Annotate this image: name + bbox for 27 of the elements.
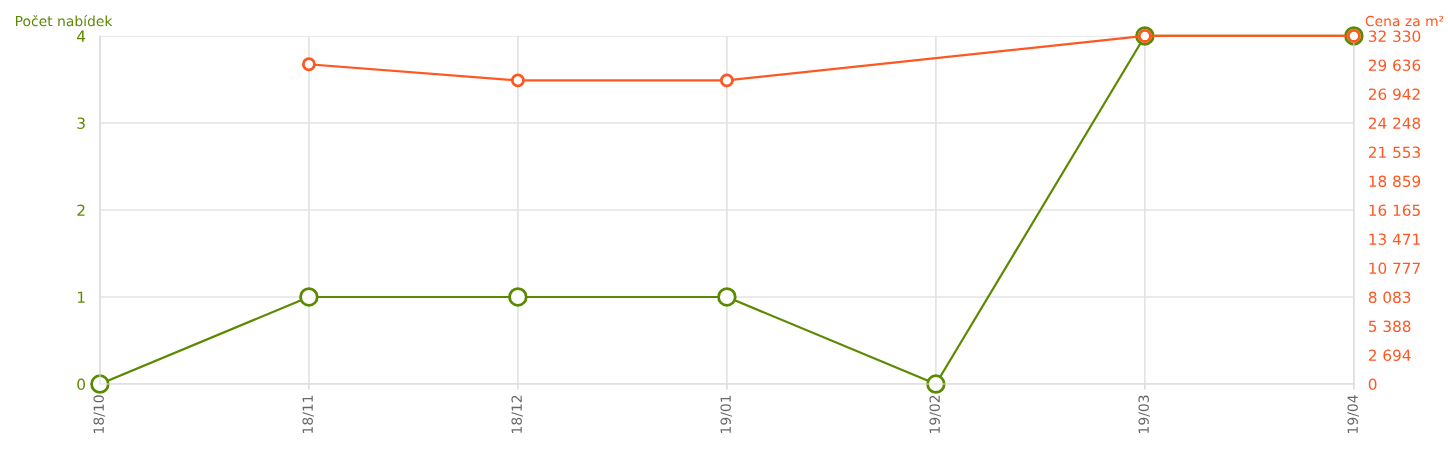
y2-tick-label: 16 165	[1369, 204, 1420, 217]
y2-tick-label: 26 942	[1368, 88, 1420, 100]
y2-tick-label: 29 636	[1368, 59, 1421, 71]
x-tick-label: 19/01	[720, 395, 733, 433]
x-tick-label: 18/11	[302, 395, 315, 433]
y2-tick-label: 21 553	[1368, 146, 1420, 158]
y2-tick-label: 32 330	[1368, 30, 1421, 42]
y-axis-title: Počet nabídek	[16, 15, 113, 27]
y2-tick-label: 2 694	[1368, 349, 1411, 362]
y-tick-label: 0	[77, 378, 86, 391]
y2-tick-label: 10 777	[1369, 262, 1420, 275]
x-tick-label: 19/04	[1347, 395, 1359, 433]
y-tick-label: 1	[77, 291, 85, 303]
x-tick-label: 18/10	[93, 395, 106, 433]
y2-axis-title: Cena za m²	[1365, 15, 1444, 27]
x-tick-label: 19/03	[1138, 395, 1151, 433]
y2-tick-label: 8 083	[1368, 291, 1411, 304]
y2-tick-label: 24 248	[1368, 117, 1421, 129]
y-tick-label: 2	[77, 204, 85, 216]
x-tick-label: 19/02	[929, 395, 942, 433]
y2-tick-label: 0	[1368, 378, 1377, 391]
y2-tick-label: 5 388	[1368, 320, 1411, 333]
y2-tick-label: 13 471	[1369, 233, 1420, 246]
y-tick-label: 3	[77, 117, 85, 129]
y-tick-label: 4	[77, 30, 86, 42]
x-tick-label: 18/12	[511, 395, 524, 433]
y2-tick-label: 18 859	[1369, 175, 1421, 187]
